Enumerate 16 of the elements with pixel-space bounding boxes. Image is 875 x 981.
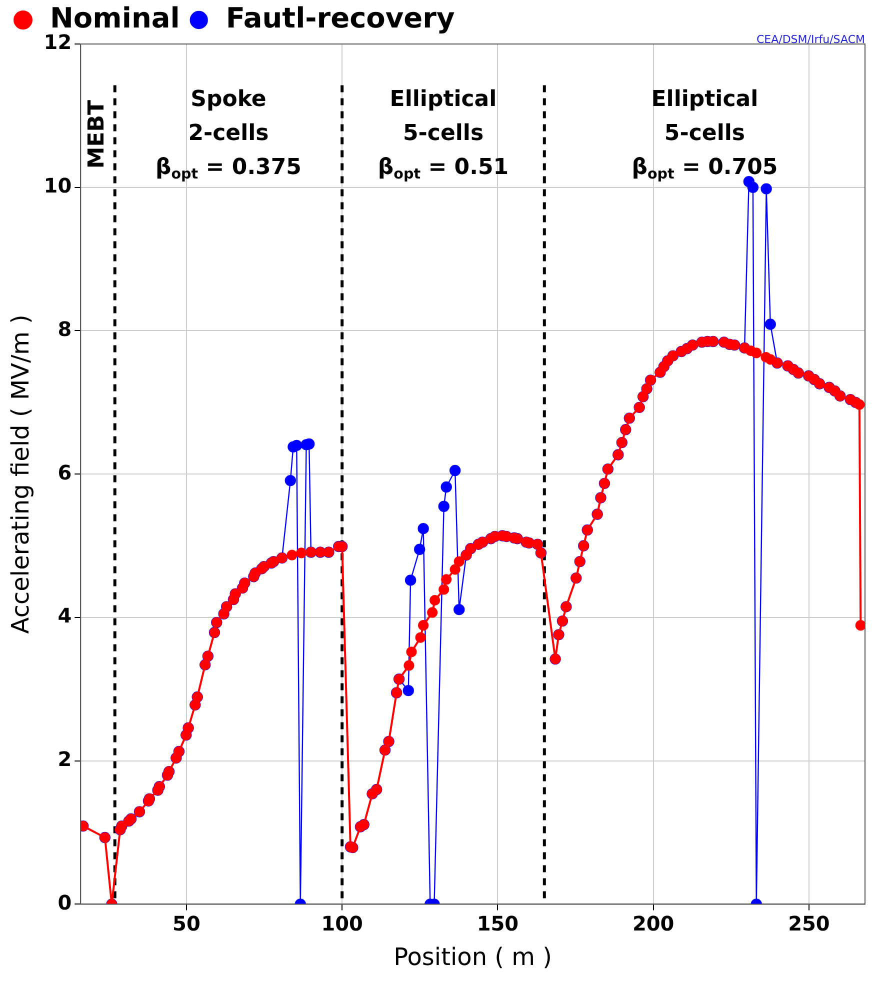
y-tick-label: 0 (58, 890, 72, 914)
x-tick-label: 100 (321, 911, 363, 936)
y-tick-label: 10 (44, 174, 72, 198)
y-tick-label: 8 (58, 316, 72, 341)
y-tick-label: 4 (58, 604, 72, 628)
x-tick-label: 50 (172, 911, 200, 936)
x-axis-title: Position ( m ) (394, 942, 552, 971)
y-axis-title: Accelerating field ( MV/m ) (6, 314, 35, 634)
y-tick-label: 6 (58, 460, 72, 484)
x-tick-label: 150 (476, 911, 519, 936)
x-tick-label: 200 (632, 911, 674, 936)
x-tick-label: 250 (788, 911, 830, 936)
annotation: MEBT (84, 100, 110, 169)
annotation: CEA/DSM/Irfu/SACM (756, 32, 865, 46)
y-tick-label: 2 (58, 747, 72, 772)
legend-label: Fautl-recovery (226, 1, 455, 34)
